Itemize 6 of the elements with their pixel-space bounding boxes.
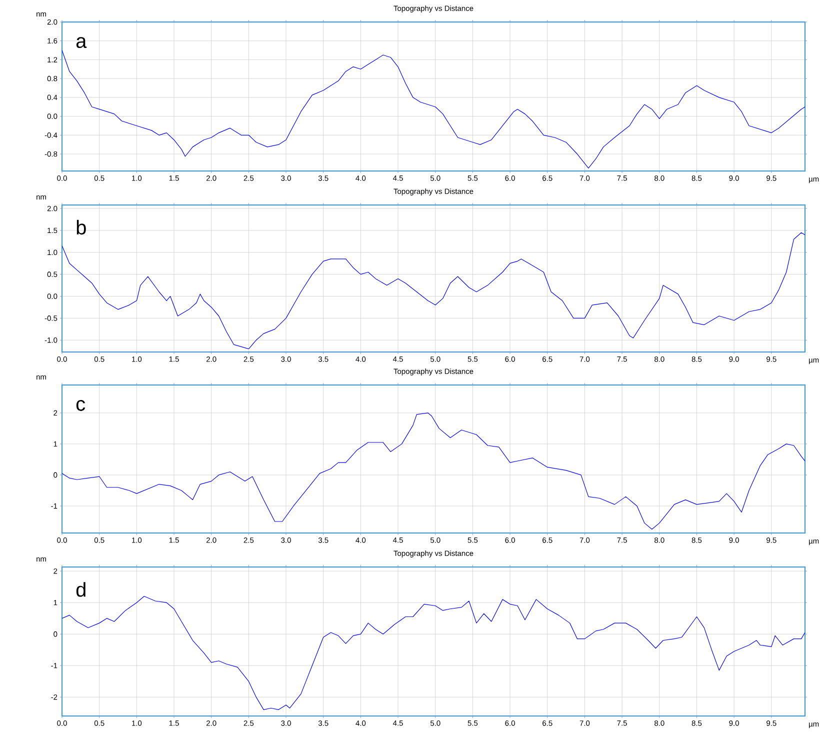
annotation: b: [76, 220, 86, 235]
line-series: [62, 50, 805, 168]
line-series: [62, 596, 805, 710]
annotation: d: [76, 582, 86, 597]
annotation: c: [76, 400, 86, 411]
annotation: a: [76, 37, 87, 48]
